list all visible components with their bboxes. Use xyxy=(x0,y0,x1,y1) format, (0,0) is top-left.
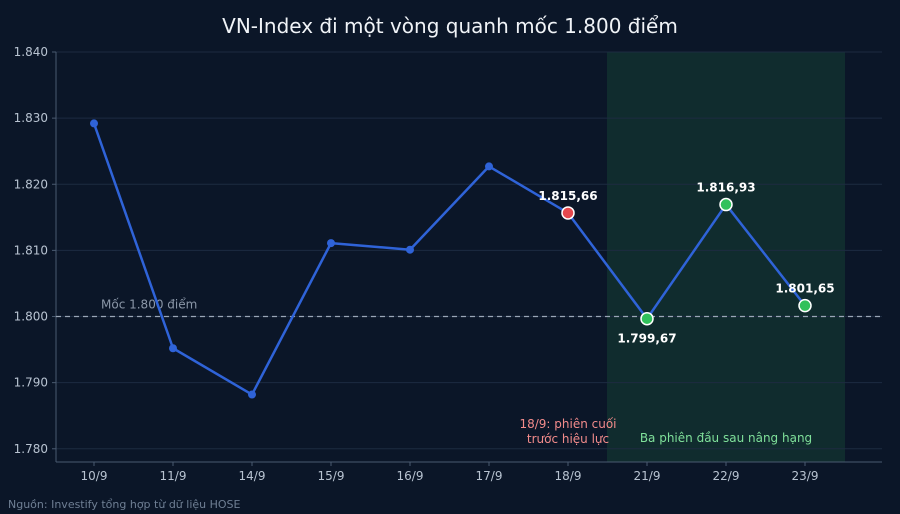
x-tick-label: 15/9 xyxy=(318,469,345,483)
data-label: 1.799,67 xyxy=(617,332,676,346)
data-label: 1.816,93 xyxy=(696,181,755,195)
y-tick-label: 1.840 xyxy=(14,45,48,59)
x-tick-label: 18/9 xyxy=(555,469,582,483)
y-tick-label: 1.820 xyxy=(14,177,48,191)
data-point xyxy=(485,162,493,170)
data-label: 1.815,66 xyxy=(538,189,597,203)
x-tick-label: 14/9 xyxy=(239,469,266,483)
source-note: Nguồn: Investify tổng hợp từ dữ liệu HOS… xyxy=(8,498,240,511)
data-point xyxy=(90,119,98,127)
data-point-highlight xyxy=(562,207,574,219)
x-tick-label: 10/9 xyxy=(81,469,108,483)
data-point xyxy=(169,344,177,352)
x-tick-label: 21/9 xyxy=(634,469,661,483)
y-tick-label: 1.810 xyxy=(14,243,48,257)
data-point-highlight xyxy=(641,313,653,325)
data-point xyxy=(327,239,335,247)
y-tick-label: 1.830 xyxy=(14,111,48,125)
y-tick-label: 1.790 xyxy=(14,376,48,390)
x-tick-label: 23/9 xyxy=(792,469,819,483)
highlight-region xyxy=(607,52,845,462)
x-tick-label: 11/9 xyxy=(160,469,187,483)
annotation-text: 18/9: phiên cuối xyxy=(519,417,616,431)
x-tick-label: 17/9 xyxy=(476,469,503,483)
data-point-highlight xyxy=(799,300,811,312)
y-tick-label: 1.780 xyxy=(14,442,48,456)
y-tick-label: 1.800 xyxy=(14,310,48,324)
reference-line-label: Mốc 1.800 điểm xyxy=(101,298,197,312)
highlight-region-label: Ba phiên đầu sau nâng hạng xyxy=(640,431,812,445)
data-point xyxy=(248,391,256,399)
x-tick-label: 22/9 xyxy=(713,469,740,483)
x-tick-label: 16/9 xyxy=(397,469,424,483)
annotation-text: trước hiệu lực xyxy=(527,432,609,446)
data-label: 1.801,65 xyxy=(775,282,834,296)
data-point-highlight xyxy=(720,199,732,211)
data-point xyxy=(406,246,414,254)
